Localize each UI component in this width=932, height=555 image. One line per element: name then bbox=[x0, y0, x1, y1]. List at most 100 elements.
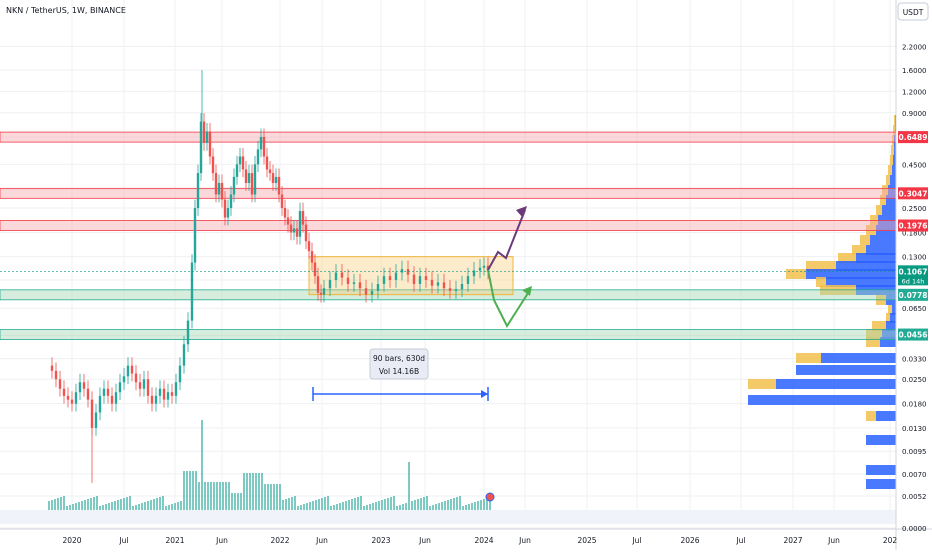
time-tick-label: 2027 bbox=[783, 536, 802, 545]
vp-down-bar bbox=[882, 185, 888, 195]
consolidation-range-box[interactable] bbox=[308, 256, 514, 296]
vp-up-bar bbox=[876, 225, 896, 235]
time-tick-label: Jun bbox=[418, 536, 431, 545]
candle-body bbox=[442, 282, 446, 289]
candle-body bbox=[62, 388, 66, 396]
volume-bar bbox=[201, 420, 203, 510]
candle-body bbox=[211, 156, 215, 174]
candle-body bbox=[274, 176, 278, 184]
vp-down-bar bbox=[872, 321, 886, 331]
vp-down-bar bbox=[870, 215, 878, 225]
volume-bar bbox=[249, 473, 251, 510]
volume-bar bbox=[324, 497, 326, 510]
candle-body bbox=[154, 395, 158, 404]
time-tick-label: 2026 bbox=[680, 536, 699, 545]
vp-down-bar bbox=[888, 165, 892, 175]
vp-up-bar bbox=[886, 321, 896, 331]
candle-body bbox=[400, 269, 404, 273]
volume-bar bbox=[468, 504, 470, 510]
candle-body bbox=[364, 288, 368, 295]
price-tick-label: 0.0000 bbox=[902, 525, 927, 533]
volume-bar bbox=[474, 502, 476, 510]
candle-body bbox=[244, 169, 248, 184]
vp-down-bar bbox=[786, 269, 806, 279]
volume-bar bbox=[120, 499, 122, 510]
volume-bar bbox=[345, 501, 347, 510]
vp-up-bar bbox=[882, 205, 896, 215]
vp-down-bar bbox=[806, 261, 836, 271]
volume-bars bbox=[48, 420, 491, 510]
candle-body bbox=[90, 399, 94, 428]
volume-bar bbox=[432, 505, 434, 510]
volume-bar bbox=[390, 497, 392, 510]
volume-bar bbox=[414, 500, 416, 510]
level-zone-0.3047[interactable] bbox=[0, 187, 897, 199]
candle-body bbox=[220, 183, 224, 200]
candle-body bbox=[190, 262, 194, 321]
volume-bar bbox=[117, 500, 119, 510]
volume-bar bbox=[222, 482, 224, 510]
candle-body bbox=[82, 382, 86, 389]
projection-arrows[interactable] bbox=[487, 206, 532, 329]
candle-body bbox=[50, 365, 54, 371]
volume-bar bbox=[300, 505, 302, 510]
volume-bar bbox=[417, 499, 419, 510]
countdown-label: 6d 14h bbox=[902, 277, 925, 285]
candle-body bbox=[78, 382, 82, 393]
level-zone-0.1976[interactable] bbox=[0, 220, 897, 231]
candle-body bbox=[102, 388, 106, 396]
volume-bar bbox=[252, 473, 254, 510]
level-zone-0.6489[interactable] bbox=[0, 131, 897, 143]
candle-body bbox=[482, 265, 486, 268]
time-tick-label: 2025 bbox=[577, 536, 596, 545]
volume-bar bbox=[273, 484, 275, 510]
price-tick-label: 2.2000 bbox=[902, 43, 927, 51]
price-axis[interactable]: 2.20001.60001.20000.90000.65000.45000.32… bbox=[902, 43, 927, 533]
vp-down-bar bbox=[893, 125, 895, 135]
volume-bar bbox=[462, 506, 464, 510]
projection-up-arrowhead bbox=[516, 206, 527, 218]
candle-body bbox=[376, 283, 380, 291]
currency-button[interactable] bbox=[897, 2, 929, 21]
level-price-label-bg bbox=[898, 328, 928, 341]
projection-up-path[interactable] bbox=[487, 209, 526, 271]
time-tick-label: Jun bbox=[518, 536, 531, 545]
volume-bar bbox=[375, 502, 377, 510]
candle-body bbox=[158, 388, 162, 396]
vp-up-bar bbox=[878, 215, 896, 225]
measure-tool[interactable]: 90 bars, 630d Vol 14.16B bbox=[312, 348, 489, 401]
time-axis[interactable]: 2020 Jul 2021 Jun 2022 Jun 2023 Jun 2024 Jun 2025 J… bbox=[62, 536, 897, 545]
event-flag-icon[interactable] bbox=[485, 492, 495, 502]
vp-down-bar bbox=[796, 353, 821, 363]
candle-body bbox=[138, 382, 142, 389]
volume-bar bbox=[381, 500, 383, 510]
level-zone-0.0456[interactable] bbox=[0, 329, 897, 340]
volume-bar bbox=[210, 482, 212, 510]
candle-body bbox=[280, 194, 284, 209]
volume-bar bbox=[489, 497, 491, 510]
candle-body bbox=[289, 224, 293, 233]
volume-bar bbox=[456, 497, 458, 510]
volume-bar bbox=[213, 482, 215, 510]
candle-body bbox=[110, 395, 114, 404]
vp-down-bar bbox=[886, 313, 890, 323]
vp-down-bar bbox=[852, 245, 866, 255]
volume-bar bbox=[363, 506, 365, 510]
volume-bar bbox=[282, 500, 284, 510]
volume-bar bbox=[450, 499, 452, 510]
projection-down-path[interactable] bbox=[487, 269, 531, 329]
candle-body bbox=[466, 276, 470, 284]
candle-body bbox=[66, 395, 70, 400]
volume-bar bbox=[51, 500, 53, 510]
volume-bar bbox=[399, 505, 401, 510]
volume-bar bbox=[339, 503, 341, 510]
currency-button-label: USDT bbox=[903, 8, 924, 17]
candle-body bbox=[307, 241, 311, 252]
volume-bar bbox=[444, 501, 446, 510]
candle-body bbox=[122, 376, 126, 383]
candle-body bbox=[182, 344, 186, 366]
volume-bar bbox=[315, 500, 317, 510]
